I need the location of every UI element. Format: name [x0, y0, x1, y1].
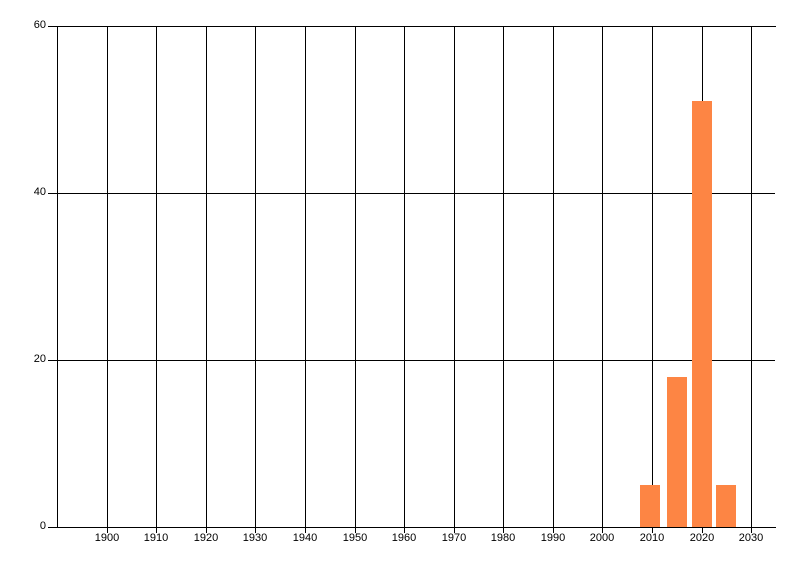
x-tick-label: 1910	[143, 532, 169, 544]
y-tick-label: 0	[39, 520, 46, 532]
y-tick-label: 40	[33, 186, 46, 198]
x-tick-label: 1900	[94, 532, 120, 544]
x-gridline	[503, 26, 504, 533]
x-gridline	[602, 26, 603, 533]
x-gridline	[355, 26, 356, 533]
top-frame-line	[48, 26, 776, 27]
y-gridline	[48, 193, 775, 194]
bar	[640, 485, 660, 527]
x-tick-label: 2030	[738, 532, 764, 544]
bar	[716, 485, 736, 527]
y-gridline	[48, 360, 775, 361]
x-tick-label: 1930	[242, 532, 268, 544]
x-gridline	[255, 26, 256, 533]
x-tick-label: 1960	[391, 532, 417, 544]
y-axis-line	[57, 26, 58, 528]
bar	[692, 101, 712, 527]
x-gridline	[652, 26, 653, 533]
x-axis-line	[48, 527, 776, 528]
x-tick-label: 1950	[342, 532, 368, 544]
x-gridline	[305, 26, 306, 533]
x-tick-label: 1940	[292, 532, 318, 544]
x-gridline	[404, 26, 405, 533]
bar	[667, 377, 687, 527]
x-tick-label: 1980	[490, 532, 516, 544]
x-gridline	[751, 26, 752, 533]
x-gridline	[107, 26, 108, 533]
x-gridline	[206, 26, 207, 533]
x-tick-label: 2020	[689, 532, 715, 544]
y-tick-label: 60	[33, 19, 46, 31]
x-gridline	[454, 26, 455, 533]
x-tick-label: 2010	[639, 532, 665, 544]
x-tick-label: 1920	[193, 532, 219, 544]
x-tick-label: 1970	[441, 532, 467, 544]
x-tick-label: 2000	[589, 532, 615, 544]
y-tick-label: 20	[33, 353, 46, 365]
x-gridline	[156, 26, 157, 533]
x-gridline	[553, 26, 554, 533]
x-tick-label: 1990	[540, 532, 566, 544]
